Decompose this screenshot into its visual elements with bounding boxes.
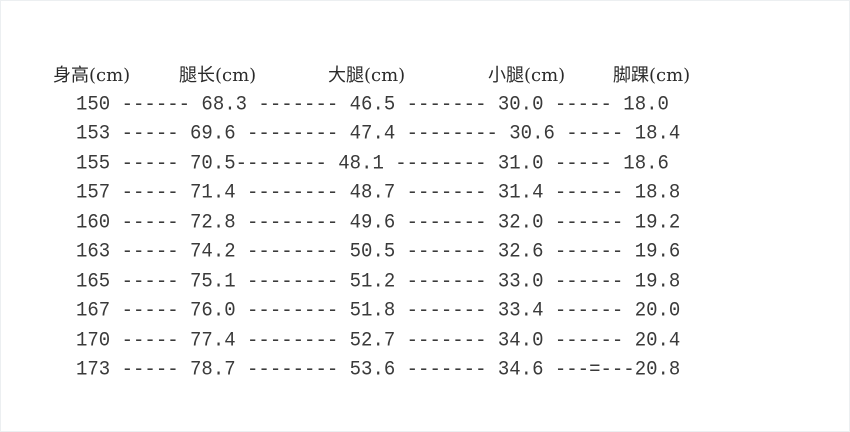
header-height: 身高(cm): [53, 65, 131, 86]
header-leg-length: 腿长(cm): [179, 65, 257, 86]
table-row: 165 ----- 75.1 -------- 51.2 ------- 33.…: [76, 269, 681, 293]
table-row: 150 ------ 68.3 ------- 46.5 ------- 30.…: [76, 92, 669, 116]
header-thigh: 大腿(cm): [328, 65, 406, 86]
header-calf: 小腿(cm): [488, 65, 566, 86]
table-row: 167 ----- 76.0 -------- 51.8 ------- 33.…: [76, 298, 681, 322]
table-row: 170 ----- 77.4 -------- 52.7 ------- 34.…: [76, 328, 681, 352]
table-row: 157 ----- 71.4 -------- 48.7 ------- 31.…: [76, 180, 681, 204]
header-ankle: 脚踝(cm): [613, 65, 691, 86]
table-row: 163 ----- 74.2 -------- 50.5 ------- 32.…: [76, 239, 681, 263]
table-row: 173 ----- 78.7 -------- 53.6 ------- 34.…: [76, 357, 681, 381]
table-row: 155 ----- 70.5-------- 48.1 -------- 31.…: [76, 151, 669, 175]
table-row: 153 ----- 69.6 -------- 47.4 -------- 30…: [76, 121, 681, 145]
table-row: 160 ----- 72.8 -------- 49.6 ------- 32.…: [76, 210, 681, 234]
